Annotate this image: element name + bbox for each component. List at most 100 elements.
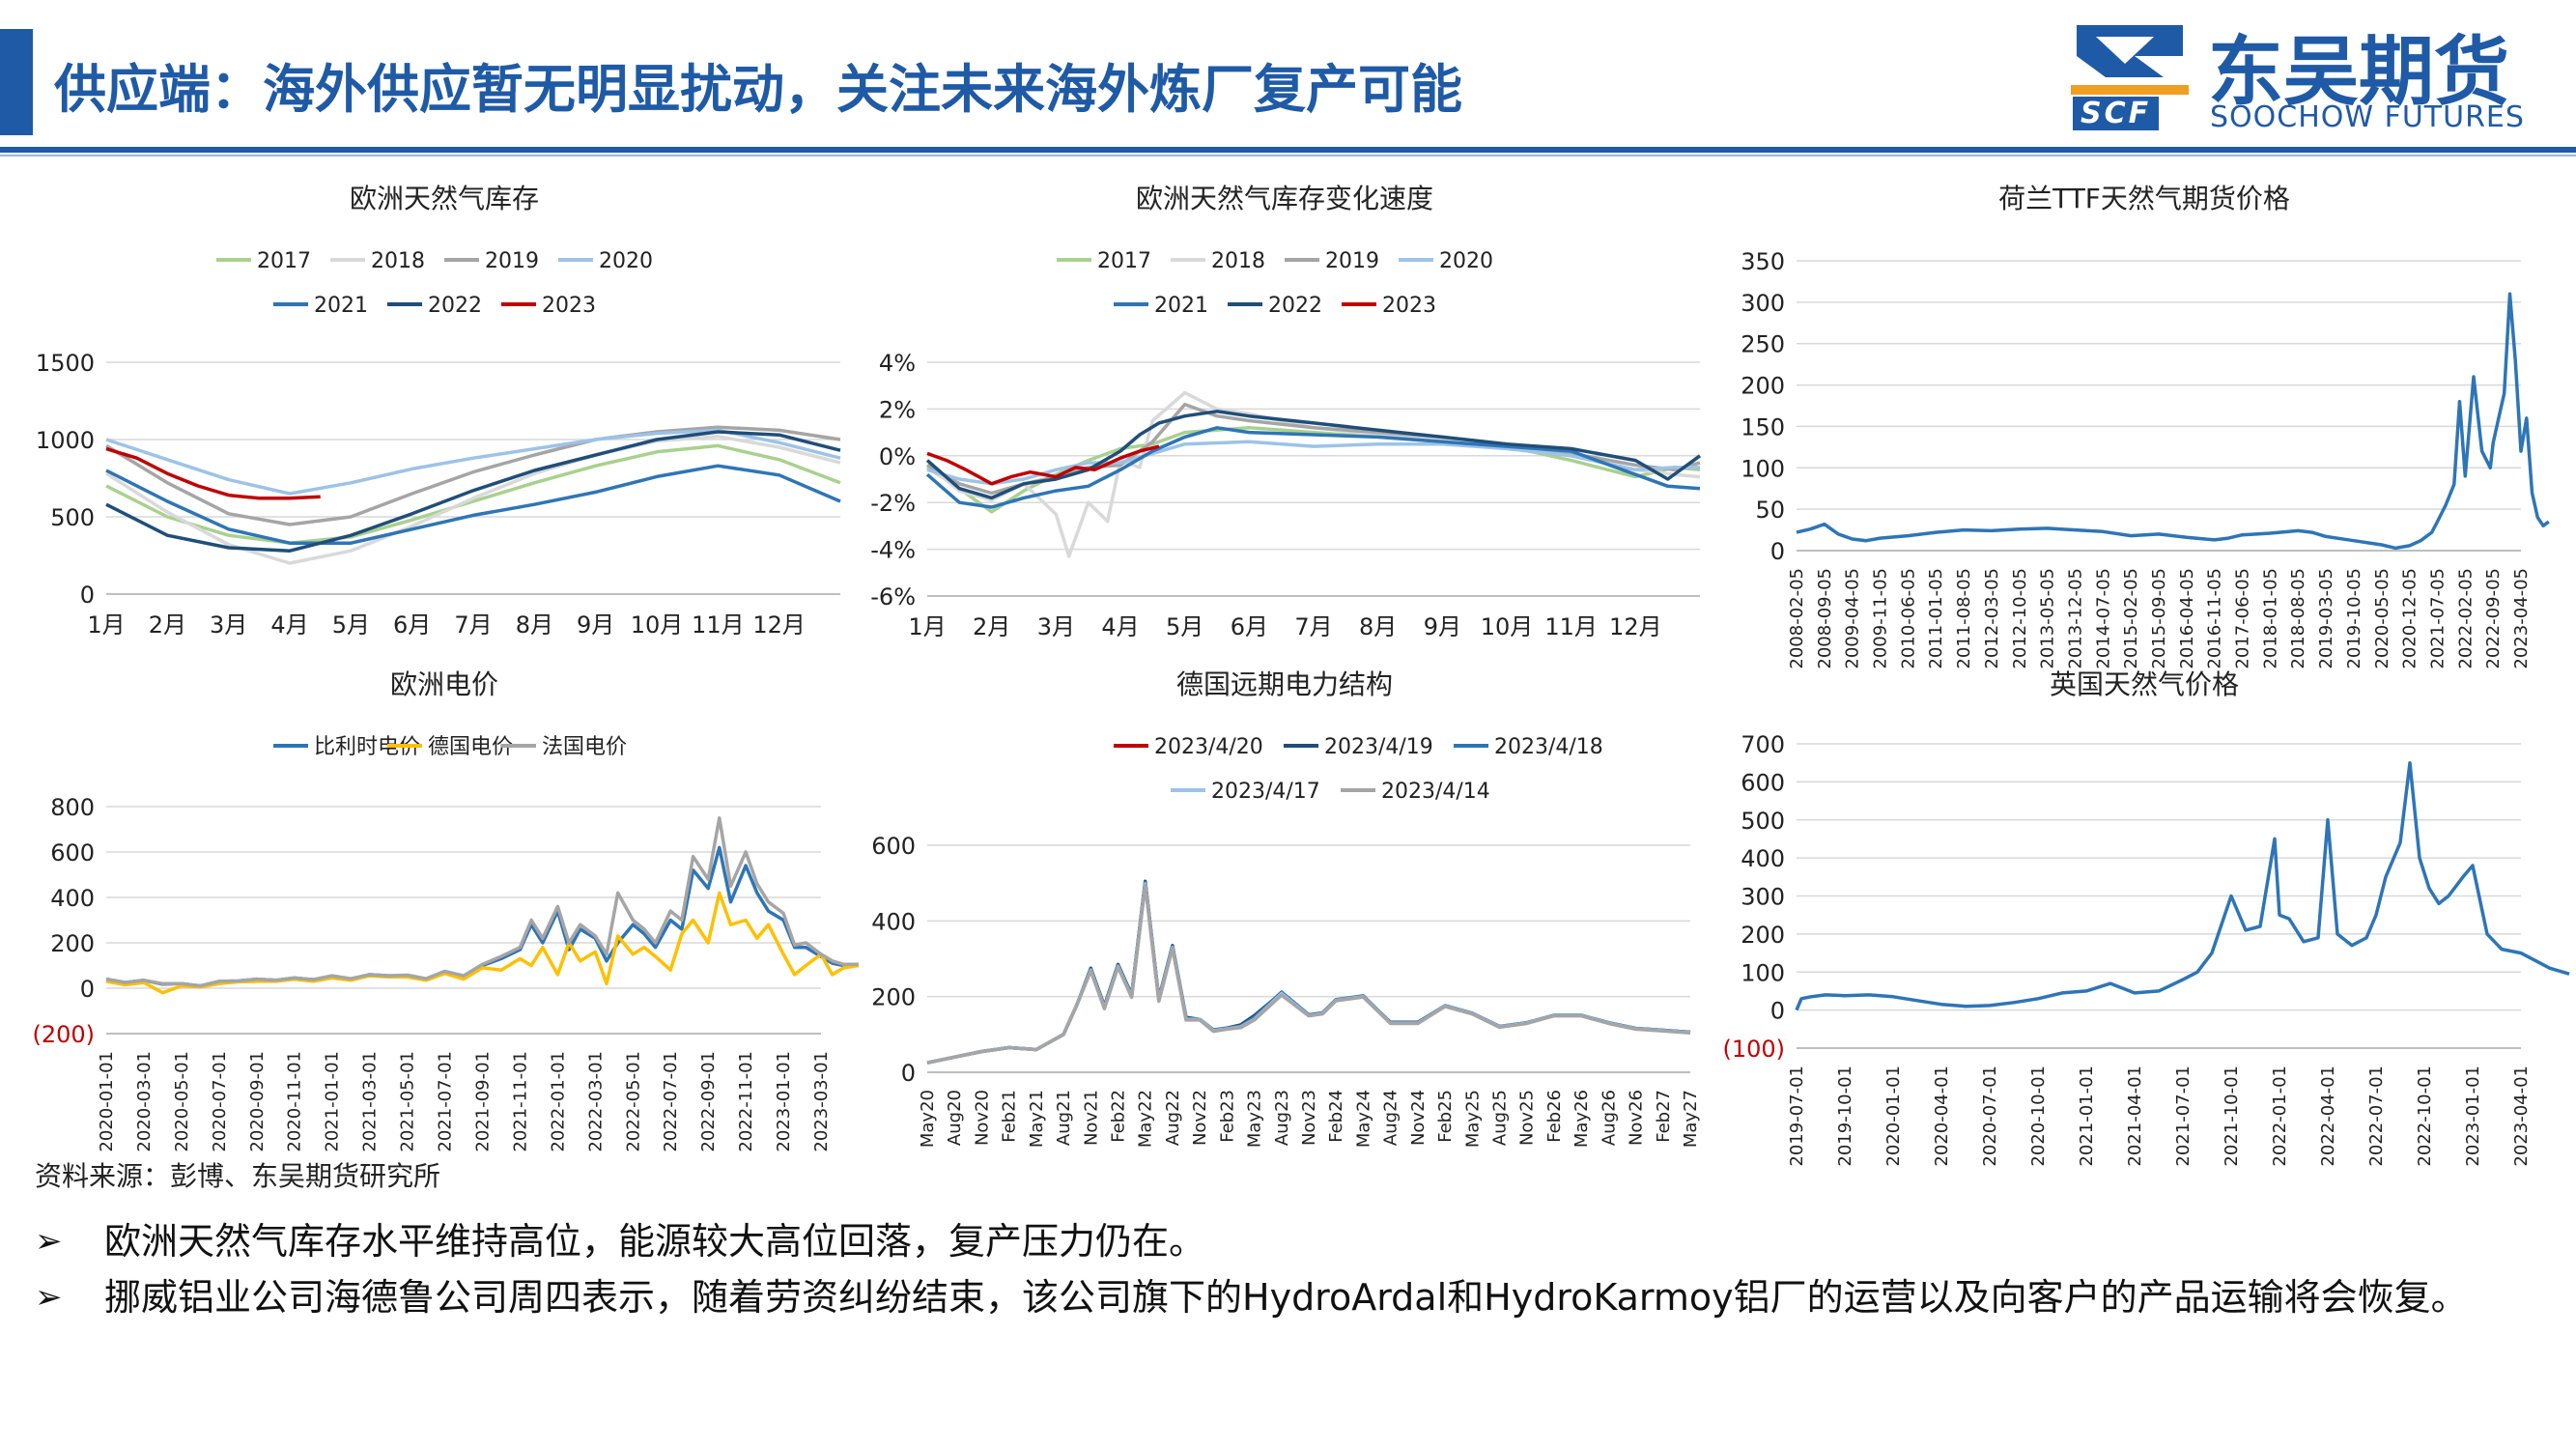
legend-item: 2017	[216, 249, 311, 273]
legend-label: 2022	[1268, 294, 1322, 318]
x-tick-label: Feb21	[1000, 1090, 1020, 1143]
x-tick-label: 2019-07-01	[1787, 1065, 1807, 1167]
x-tick-label: 2020-04-01	[1932, 1065, 1952, 1167]
x-tick-label: 8月	[1359, 613, 1397, 640]
x-tick-label: 2021-07-01	[436, 1051, 456, 1152]
series-line	[926, 440, 1700, 486]
x-tick-label: Aug25	[1490, 1090, 1511, 1146]
y-tick-label: 0	[1770, 998, 1785, 1025]
series-line	[926, 879, 1691, 1065]
x-tick-label: 10月	[631, 611, 684, 639]
x-tick-label: 2020-09-01	[247, 1051, 268, 1152]
x-tick-label: 2018-08-05	[2288, 568, 2308, 669]
y-tick-label: 100	[1741, 959, 1785, 986]
chart-ttf-price: 荷兰TTF天然气期货价格 0 50 100 150 200 250 300 350 2008-02…	[1719, 179, 2569, 669]
chart-uk-gas-price: 英国天然气价格 (100) 0 100 200 300 400 500 600 700 2019-0…	[1719, 667, 2570, 1167]
legend-item: 比利时电价	[273, 735, 420, 759]
x-tick-label: 2015-02-05	[2121, 568, 2141, 669]
x-tick-label: 2022-07-01	[2366, 1065, 2387, 1167]
x-tick-label: 5月	[332, 611, 370, 639]
y-tick-label: 300	[1741, 290, 1785, 317]
legend-label: 2018	[1211, 249, 1265, 273]
x-tick-label: 2012-03-05	[1982, 568, 2002, 669]
bullet-item: ➢ 欧洲天然气库存水平维持高位，能源较大高位回落，复产压力仍在。	[35, 1213, 2468, 1269]
x-tick-label: 2022-11-01	[736, 1051, 756, 1152]
x-tick-label: 2014-07-05	[2093, 568, 2113, 669]
legend-label: 2018	[371, 249, 425, 273]
series-line	[1796, 292, 2550, 551]
series-line	[105, 425, 841, 526]
x-tick-label: 2023-01-01	[774, 1051, 794, 1152]
x-tick-label: Aug22	[1163, 1090, 1183, 1146]
series-line	[925, 410, 1702, 500]
legend-label: 2020	[599, 249, 653, 273]
y-tick-label: 400	[871, 908, 916, 935]
x-tick-label: 2023-04-05	[2511, 568, 2532, 669]
x-tick-label: Aug21	[1054, 1090, 1074, 1146]
x-tick-label: 2021-10-01	[2222, 1065, 2242, 1167]
legend-item: 2023/4/17	[1171, 780, 1320, 804]
x-tick-label: Nov20	[972, 1090, 992, 1146]
series-line	[105, 435, 841, 565]
x-tick-label: 12月	[1609, 613, 1662, 640]
x-tick-label: Nov23	[1299, 1090, 1319, 1146]
x-tick-label: Feb24	[1326, 1090, 1346, 1143]
logo-mark-text: SCF	[2073, 97, 2160, 130]
y-tick-label: 350	[1741, 248, 1785, 275]
bullet-item: ➢ 挪威铝业公司海德鲁公司周四表示，随着劳资纠纷结束，该公司旗下的HydroAr…	[35, 1269, 2468, 1325]
y-tick-label: 300	[1741, 884, 1785, 911]
x-tick-label: 2022-02-05	[2455, 568, 2476, 669]
y-tick-label: 200	[871, 984, 916, 1011]
x-tick-label: Nov26	[1627, 1090, 1647, 1146]
x-tick-label: 2020-07-01	[1980, 1065, 2000, 1167]
chart-svg: 德国远期电力结构 0 200 400 600 May20 Aug20 Nov20 Feb21 Ma…	[871, 668, 1701, 1148]
legend-label: 2020	[1439, 249, 1493, 273]
x-tick-label: 2020-05-05	[2372, 568, 2392, 669]
x-tick-label: 2022-01-01	[2270, 1065, 2290, 1167]
chart-title: 英国天然气价格	[2050, 668, 2239, 700]
y-tick-label: -2%	[870, 490, 916, 517]
header-divider	[0, 147, 2576, 153]
legend-label: 2023	[542, 294, 596, 318]
y-tick-label: 400	[1741, 845, 1785, 872]
y-tick-label: 0	[1770, 538, 1785, 565]
y-tick-label: 150	[1741, 413, 1785, 440]
x-tick-label: 2018-01-05	[2260, 568, 2280, 669]
x-tick-label: 3月	[210, 611, 247, 639]
x-tick-label: 2022-03-01	[585, 1051, 606, 1152]
legend-label: 2021	[1154, 294, 1208, 318]
y-tick-label: 500	[50, 504, 95, 531]
y-tick-label: 1000	[36, 427, 95, 454]
x-tick-label: 2021-01-01	[2077, 1065, 2097, 1167]
chart-title: 欧洲天然气库存	[350, 183, 539, 214]
x-tick-label: 9月	[577, 611, 614, 639]
x-tick-label: Nov25	[1517, 1090, 1538, 1146]
x-tick-label: 2021-11-01	[510, 1051, 530, 1152]
x-tick-label: May20	[918, 1090, 938, 1148]
y-tick-label: 200	[1741, 922, 1785, 949]
chart-svg: 英国天然气价格 (100) 0 100 200 300 400 500 600 700 2019-0…	[1722, 668, 2570, 1167]
x-tick-label: 2021-07-05	[2427, 568, 2448, 669]
legend-label: 2017	[257, 249, 311, 273]
x-tick-label: 10月	[1481, 613, 1534, 640]
chart-title: 欧洲天然气库存变化速度	[1136, 183, 1433, 214]
y-tick-label: 4%	[879, 350, 916, 377]
series-line	[105, 891, 860, 995]
x-tick-label: Feb22	[1109, 1090, 1129, 1143]
legend-item: 2021	[273, 294, 368, 318]
x-tick-label: 2009-11-05	[1871, 568, 1891, 669]
legend-item: 2019	[1285, 249, 1379, 273]
bullet-text: 欧洲天然气库存水平维持高位，能源较大高位回落，复产压力仍在。	[104, 1220, 1206, 1263]
y-tick-label: 0	[80, 976, 95, 1003]
x-tick-label: 2023-03-01	[811, 1051, 832, 1152]
x-tick-label: 2021-03-01	[360, 1051, 381, 1152]
y-tick-label: 50	[1755, 497, 1785, 524]
x-tick-label: 2012-10-05	[2010, 568, 2030, 669]
x-tick-label: Feb27	[1654, 1090, 1674, 1143]
x-tick-label: May23	[1245, 1090, 1265, 1148]
x-tick-label: May27	[1681, 1090, 1701, 1148]
x-tick-label: 2020-03-01	[134, 1051, 155, 1152]
x-tick-label: 2009-04-05	[1843, 568, 1863, 669]
series-line	[105, 430, 841, 553]
legend-item: 2020	[558, 249, 653, 273]
